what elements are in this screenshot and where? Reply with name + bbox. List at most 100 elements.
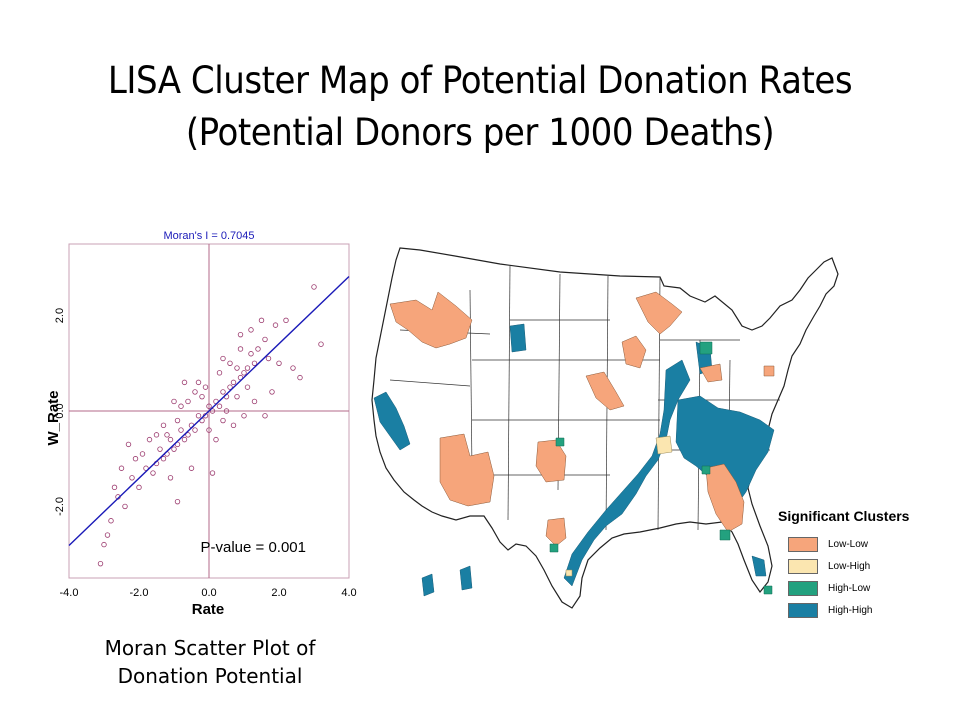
scatter-point [139,451,146,457]
scatter-point [297,374,303,381]
legend-label: High-High [828,604,873,616]
scatter-point [213,436,219,443]
scatter-point [136,484,142,491]
scatter-point [164,432,170,438]
scatter-point [206,403,212,409]
scatter-point [244,384,251,390]
y-tick-label: 2.0 [54,308,66,323]
scatter-point [311,284,317,290]
scatter-point [195,413,202,419]
scatter-point [118,465,125,471]
scatter-point [146,436,153,443]
scatter-point [125,441,132,448]
scatter-point [150,470,156,476]
scatter-point [269,389,275,395]
regression-line [68,276,350,546]
scatter-point [220,389,226,395]
scatter-point [223,408,230,414]
caption-line-2: Donation Potential [117,664,303,688]
scatter-point [160,422,167,429]
y-tick-label: -2.0 [54,497,66,516]
scatter-point [265,355,272,362]
x-tick-label: 2.0 [271,587,286,599]
scatter-point [237,346,244,352]
scatter-point [97,560,104,567]
scatter-point [216,370,223,376]
legend-item-low-high: Low-High [778,556,948,576]
scatter-point [122,503,128,510]
scatter-point [174,498,181,505]
lisa-cluster-map [371,247,839,609]
scatter-point [234,365,240,371]
scatter-point [272,322,279,328]
scatter-point [209,470,216,476]
legend-title: Significant Clusters [778,508,910,524]
scatter-point [192,389,198,395]
scatter-point [171,398,177,405]
scatter-point [199,393,205,400]
scatter-point [160,456,167,462]
scatter-point [227,360,233,366]
legend-label: Low-Low [828,538,869,550]
legend-item-low-low: Low-Low [778,534,948,554]
page-title-line-1: LISA Cluster Map of Potential Donation R… [107,59,853,102]
scatter-point [258,317,265,324]
scatter-point [111,484,118,491]
scatter-point [129,475,135,481]
caption-line-1: Moran Scatter Plot of [104,636,316,660]
scatter-point [290,365,296,371]
x-tick-label: 4.0 [341,587,356,599]
y-tick-label: 0.0 [54,403,66,418]
scatter-point [220,417,226,424]
legend-item-high-low: High-Low [778,578,948,598]
legend-swatch [788,580,818,596]
scatter-point [174,417,181,424]
scatter-point [178,427,184,433]
scatter-point [132,456,139,462]
scatter-point [251,360,258,366]
cluster-legend: Significant Clusters Low-Low Low-High Hi… [778,508,948,622]
scatter-point [157,446,163,452]
scatter-point [276,360,282,366]
legend-item-high-high: High-High [778,600,948,620]
x-tick-label: -2.0 [130,587,149,599]
moran-scatter-plot: Moran's I = 0.7045 -4.0 -2.0 0.0 2.0 4.0 -2.… [45,230,357,618]
scatter-point [248,327,254,333]
scatter-point [255,346,261,352]
scatter-point [227,384,233,390]
scatter-point [220,355,226,362]
scatter-point [244,365,251,371]
scatter-point [234,393,240,400]
scatter-point [178,403,184,409]
scatter-point [153,432,160,438]
scatter-point [206,427,212,433]
legend-swatch [788,602,818,618]
scatter-point [237,331,244,338]
legend-swatch [788,558,818,574]
scatter-point [262,413,268,419]
scatter-point [241,413,247,419]
x-axis-label: Rate [192,601,225,618]
scatter-point [251,398,258,405]
scatter-point [318,341,324,347]
scatter-point [283,317,289,324]
scatter-point [192,427,198,433]
scatter-point [188,465,195,471]
scatter-point [230,379,237,386]
scatter-point [248,351,254,357]
scatter-point [104,532,111,538]
scatter-point [181,436,188,443]
x-tick-label: 0.0 [201,587,216,599]
legend-swatch [788,536,818,552]
scatter-point [101,541,107,548]
scatter-point [202,384,209,390]
scatter-point [181,379,188,386]
scatter-point [171,446,177,452]
scatter-point [230,422,237,429]
scatter-point [108,518,114,524]
legend-label: High-Low [828,582,871,594]
page-title-line-2: (Potential Donors per 1000 Deaths) [185,111,775,154]
scatter-point [262,336,268,343]
scatter-point [241,370,247,376]
y-axis-label: W_Rate [45,390,62,445]
